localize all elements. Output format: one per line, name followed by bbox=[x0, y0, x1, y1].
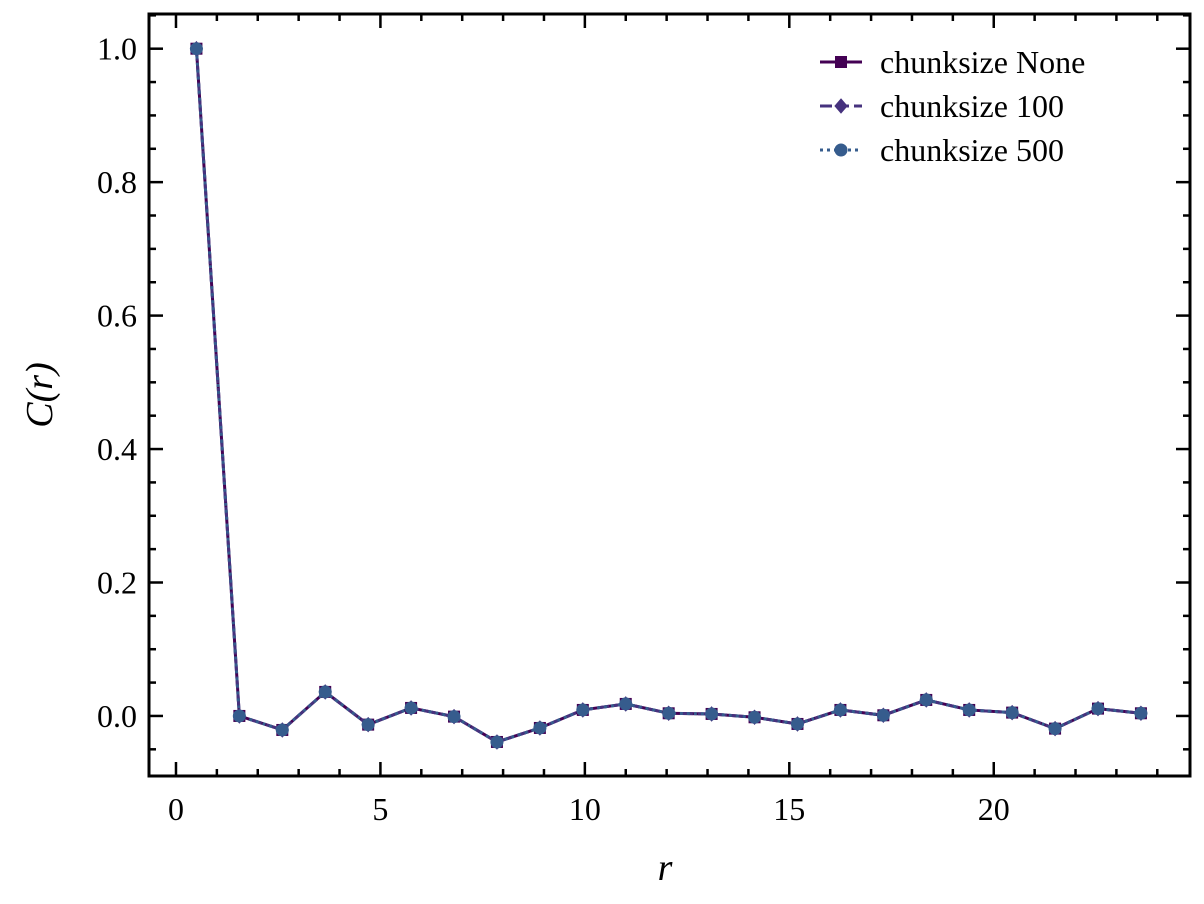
marker bbox=[361, 718, 375, 732]
legend-label: chunksize 100 bbox=[880, 88, 1064, 124]
y-tick-label: 0.6 bbox=[97, 298, 137, 334]
y-tick-label: 0.0 bbox=[97, 698, 137, 734]
legend-marker bbox=[834, 98, 848, 114]
series bbox=[189, 42, 1148, 749]
marker bbox=[1048, 722, 1062, 736]
marker bbox=[232, 709, 246, 723]
legend: chunksize None chunksize 100 chunksize 500 bbox=[820, 44, 1085, 168]
marker bbox=[275, 723, 289, 737]
marker bbox=[189, 42, 203, 56]
marker bbox=[490, 735, 504, 749]
marker bbox=[318, 685, 332, 699]
x-tick-label: 15 bbox=[773, 791, 805, 827]
x-axis-label: r bbox=[658, 847, 673, 889]
marker bbox=[876, 708, 890, 722]
x-tick-label: 10 bbox=[569, 791, 601, 827]
x-tick-label: 0 bbox=[168, 791, 184, 827]
marker bbox=[833, 703, 847, 717]
y-tick-label: 0.4 bbox=[97, 431, 137, 467]
marker bbox=[1134, 706, 1148, 720]
legend-marker bbox=[834, 143, 848, 157]
legend-marker bbox=[835, 56, 847, 68]
y-tick-label: 0.8 bbox=[97, 164, 137, 200]
marker bbox=[576, 703, 590, 717]
marker bbox=[962, 703, 976, 717]
marker bbox=[533, 721, 547, 735]
marker bbox=[404, 701, 418, 715]
x-tick-label: 5 bbox=[372, 791, 388, 827]
marker bbox=[919, 693, 933, 707]
legend-label: chunksize None bbox=[880, 44, 1085, 80]
plot-frame bbox=[147, 12, 1192, 778]
marker bbox=[705, 707, 719, 721]
marker bbox=[748, 710, 762, 724]
y-tick-label: 0.2 bbox=[97, 564, 137, 600]
marker bbox=[1091, 702, 1105, 716]
marker bbox=[1005, 706, 1019, 720]
legend-label: chunksize 500 bbox=[880, 132, 1064, 168]
marker bbox=[447, 710, 461, 724]
marker bbox=[619, 697, 633, 711]
y-axis-label: C(r) bbox=[19, 362, 61, 427]
marker bbox=[662, 706, 676, 720]
y-tick-label: 1.0 bbox=[97, 31, 137, 67]
x-tick-label: 20 bbox=[978, 791, 1010, 827]
marker bbox=[790, 717, 804, 731]
